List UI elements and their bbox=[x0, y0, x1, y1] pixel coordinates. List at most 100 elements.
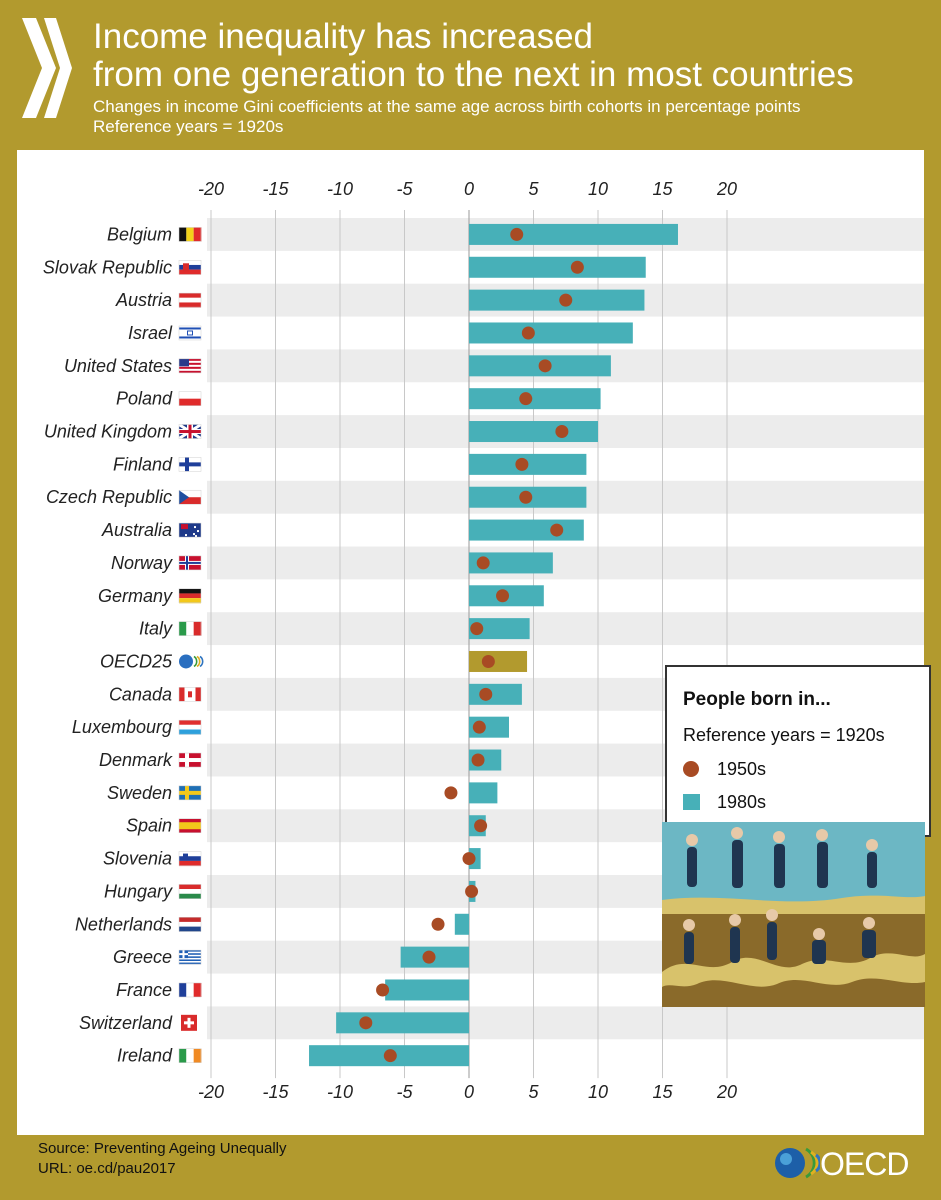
tick-label: 0 bbox=[464, 179, 474, 199]
subtitle-line-2: Reference years = 1920s bbox=[93, 117, 284, 136]
tick-label: -15 bbox=[262, 179, 289, 199]
tick-label: -10 bbox=[327, 1082, 353, 1102]
legend-label-1950s: 1950s bbox=[717, 759, 767, 779]
country-label: United Kingdom bbox=[44, 422, 172, 442]
country-label: Italy bbox=[139, 619, 173, 639]
bar-1980s bbox=[469, 519, 584, 541]
flag-es-icon bbox=[178, 818, 202, 833]
dot-1950s bbox=[474, 819, 488, 833]
dot-1950s bbox=[479, 687, 493, 701]
bar-1980s bbox=[469, 223, 678, 245]
country-label: Denmark bbox=[99, 750, 173, 770]
tick-label: -20 bbox=[198, 179, 224, 199]
source-text: Source: Preventing Ageing Unequally bbox=[38, 1140, 287, 1157]
dot-1950s bbox=[376, 983, 390, 997]
dot-1950s bbox=[538, 359, 552, 373]
dot-1950s bbox=[481, 654, 495, 668]
dot-1950s bbox=[519, 490, 533, 504]
bar-1980s bbox=[469, 388, 601, 410]
dot-1950s bbox=[462, 852, 476, 866]
country-label: Norway bbox=[111, 553, 173, 573]
dot-1950s bbox=[519, 392, 533, 406]
flag-fi-icon bbox=[178, 457, 202, 472]
legend-title: People born in... bbox=[683, 689, 831, 710]
tick-label: -20 bbox=[198, 1082, 224, 1102]
chevrons-icon bbox=[22, 18, 72, 118]
bar-1980s bbox=[385, 979, 469, 1001]
country-label: Israel bbox=[128, 323, 173, 343]
country-label: United States bbox=[64, 356, 172, 376]
flag-ie-icon bbox=[178, 1048, 202, 1063]
country-label: Germany bbox=[98, 586, 173, 606]
country-label: Australia bbox=[101, 520, 172, 540]
footer: Source: Preventing Ageing Unequally URL:… bbox=[38, 1139, 287, 1179]
subtitle-line-1: Changes in income Gini coefficients at t… bbox=[93, 97, 801, 116]
source-url[interactable]: URL: oe.cd/pau2017 bbox=[38, 1160, 176, 1177]
dot-1950s bbox=[444, 786, 458, 800]
flag-au-icon bbox=[178, 522, 202, 538]
country-label: Slovenia bbox=[103, 849, 172, 869]
dot-1950s bbox=[470, 622, 484, 636]
flag-se-icon bbox=[178, 785, 202, 801]
flag-oecd-icon bbox=[179, 654, 204, 669]
country-label: Ireland bbox=[117, 1046, 173, 1066]
country-label: Belgium bbox=[107, 224, 172, 244]
tick-label: 15 bbox=[652, 179, 673, 199]
tick-label: 10 bbox=[588, 1082, 608, 1102]
flag-fr-icon bbox=[178, 982, 202, 998]
tick-label: 5 bbox=[528, 179, 539, 199]
dot-1950s bbox=[472, 720, 486, 734]
country-label: Greece bbox=[113, 947, 172, 967]
flag-ca-icon bbox=[178, 687, 202, 702]
flag-us-icon bbox=[178, 358, 202, 374]
country-label: France bbox=[116, 980, 172, 1000]
flag-de-icon bbox=[178, 588, 202, 604]
page-subtitle: Changes in income Gini coefficients at t… bbox=[93, 97, 933, 137]
bar-1980s bbox=[469, 782, 498, 804]
country-label: Switzerland bbox=[79, 1013, 173, 1033]
legend-label-1980s: 1980s bbox=[717, 792, 767, 812]
country-label: Austria bbox=[115, 290, 172, 310]
dot-1950s bbox=[555, 425, 569, 439]
country-label: OECD25 bbox=[100, 651, 173, 671]
bar-1980s bbox=[469, 256, 646, 278]
bar-1980s bbox=[336, 1012, 469, 1034]
country-label: Netherlands bbox=[75, 914, 172, 934]
tick-label: 20 bbox=[716, 179, 737, 199]
dot-1950s bbox=[570, 260, 584, 274]
dot-1950s bbox=[521, 326, 535, 340]
dot-1950s bbox=[476, 556, 490, 570]
country-label: Finland bbox=[113, 454, 173, 474]
flag-cz-icon bbox=[178, 489, 202, 505]
tick-label: 5 bbox=[528, 1082, 539, 1102]
dot-1950s bbox=[559, 293, 573, 307]
dot-1950s bbox=[422, 950, 436, 964]
flag-hu-icon bbox=[178, 884, 202, 899]
tick-label: 0 bbox=[464, 1082, 474, 1102]
page-title: Income inequality has increased from one… bbox=[93, 18, 933, 94]
row-band bbox=[207, 612, 924, 646]
flag-at-icon bbox=[178, 292, 202, 308]
dot-1950s bbox=[515, 457, 529, 471]
title-line-1: Income inequality has increased bbox=[93, 17, 594, 56]
flag-no-icon bbox=[178, 555, 202, 571]
country-label: Hungary bbox=[104, 881, 173, 901]
oecd-logo-text: OECD bbox=[820, 1146, 909, 1182]
country-label: Slovak Republic bbox=[43, 257, 172, 277]
country-label: Canada bbox=[109, 684, 172, 704]
flag-gb-icon bbox=[178, 423, 202, 440]
tick-label: -5 bbox=[396, 179, 413, 199]
flag-sk-icon bbox=[178, 260, 202, 275]
flag-ch-icon bbox=[181, 1014, 197, 1031]
bar-1980s bbox=[469, 322, 633, 344]
tick-label: 10 bbox=[588, 179, 608, 199]
flag-gr-icon bbox=[178, 949, 202, 965]
row-band bbox=[207, 1006, 924, 1040]
flag-pl-icon bbox=[178, 391, 202, 406]
country-label: Luxembourg bbox=[72, 717, 172, 737]
country-label: Sweden bbox=[107, 783, 172, 803]
tick-label: 15 bbox=[652, 1082, 673, 1102]
oecd-globe-icon bbox=[775, 1147, 820, 1179]
bar-1980s bbox=[454, 913, 469, 935]
dot-1950s bbox=[465, 884, 479, 898]
